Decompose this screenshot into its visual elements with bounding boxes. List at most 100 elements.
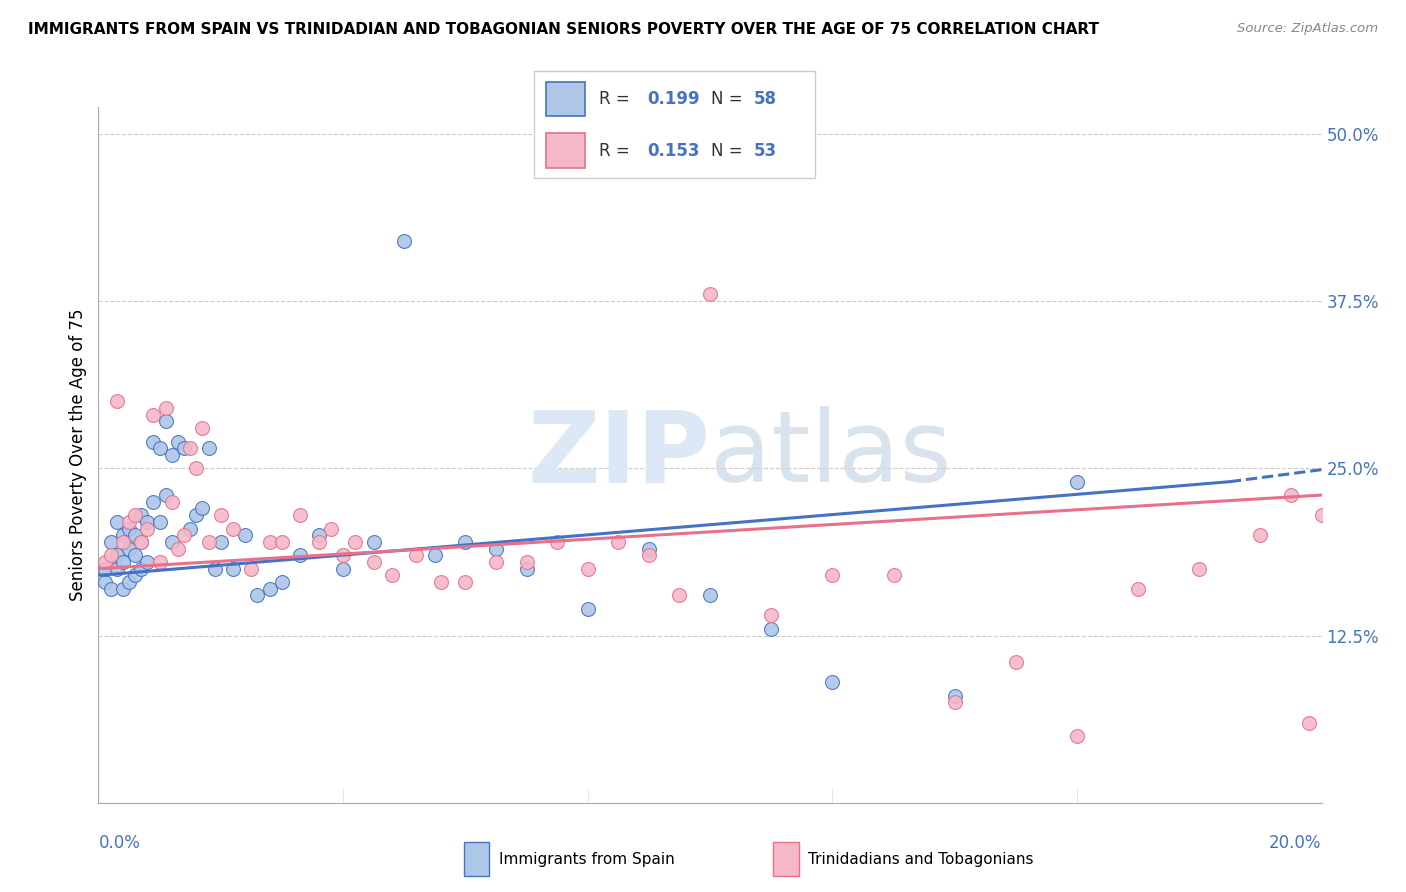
Point: [209, 508, 232, 523]
Point: [332, 548, 354, 563]
Point: [167, 541, 190, 556]
Point: [186, 508, 208, 523]
Point: [270, 535, 292, 549]
Point: [191, 501, 214, 516]
Text: Trinidadians and Tobagonians: Trinidadians and Tobagonians: [808, 853, 1033, 867]
Point: [699, 589, 721, 603]
Point: [118, 521, 141, 535]
Text: 0.153: 0.153: [647, 142, 699, 160]
Point: [155, 415, 177, 429]
Point: [1279, 488, 1302, 502]
Point: [124, 528, 146, 542]
Point: [759, 622, 782, 636]
Point: [160, 535, 183, 549]
Point: [209, 535, 232, 549]
Point: [546, 535, 568, 549]
Point: [179, 521, 201, 535]
Point: [1004, 655, 1026, 669]
Point: [142, 408, 165, 422]
Text: N =: N =: [711, 90, 748, 108]
Point: [233, 528, 256, 542]
Point: [149, 515, 172, 529]
Point: [454, 535, 477, 549]
Point: [1128, 582, 1150, 596]
Point: [332, 562, 354, 576]
Point: [637, 541, 661, 556]
Text: 20.0%: 20.0%: [1270, 834, 1322, 852]
Point: [1066, 475, 1088, 489]
Point: [118, 575, 141, 590]
Point: [136, 521, 159, 535]
Point: [93, 575, 115, 590]
Point: [136, 555, 159, 569]
Y-axis label: Seniors Poverty Over the Age of 75: Seniors Poverty Over the Age of 75: [69, 309, 87, 601]
Point: [485, 555, 508, 569]
Point: [392, 234, 416, 248]
Point: [308, 528, 330, 542]
Point: [1188, 562, 1211, 576]
Point: [204, 562, 226, 576]
Point: [160, 494, 183, 508]
Point: [186, 461, 208, 475]
Point: [111, 555, 134, 569]
Point: [405, 548, 427, 563]
Point: [105, 548, 128, 563]
Point: [363, 535, 385, 549]
Point: [943, 696, 966, 710]
Point: [124, 568, 146, 582]
Point: [259, 582, 281, 596]
Point: [100, 535, 122, 549]
FancyBboxPatch shape: [534, 71, 815, 178]
Point: [93, 555, 115, 569]
Text: atlas: atlas: [710, 407, 952, 503]
Point: [155, 488, 177, 502]
Point: [105, 562, 128, 576]
Text: R =: R =: [599, 142, 636, 160]
Point: [240, 562, 263, 576]
Point: [111, 528, 134, 542]
Text: ZIP: ZIP: [527, 407, 710, 503]
Text: 58: 58: [754, 90, 776, 108]
Point: [222, 562, 245, 576]
Point: [111, 582, 134, 596]
Point: [485, 541, 508, 556]
Point: [1249, 528, 1271, 542]
Point: [576, 602, 599, 616]
Point: [93, 562, 115, 576]
Point: [381, 568, 404, 582]
Point: [319, 521, 342, 535]
Point: [516, 555, 538, 569]
Point: [576, 562, 599, 576]
Point: [363, 555, 385, 569]
Point: [124, 508, 146, 523]
Point: [290, 548, 312, 563]
Point: [111, 535, 134, 549]
Point: [129, 535, 152, 549]
Point: [124, 548, 146, 563]
Point: [290, 508, 312, 523]
Point: [142, 494, 165, 508]
Text: N =: N =: [711, 142, 748, 160]
Text: 53: 53: [754, 142, 776, 160]
Point: [430, 575, 453, 590]
Point: [821, 568, 844, 582]
Point: [516, 562, 538, 576]
Point: [270, 575, 292, 590]
Text: 0.0%: 0.0%: [98, 834, 141, 852]
Point: [155, 401, 177, 416]
Text: Immigrants from Spain: Immigrants from Spain: [499, 853, 675, 867]
Point: [222, 521, 245, 535]
Point: [197, 442, 219, 456]
Text: 0.199: 0.199: [647, 90, 699, 108]
Point: [308, 535, 330, 549]
Text: IMMIGRANTS FROM SPAIN VS TRINIDADIAN AND TOBAGONIAN SENIORS POVERTY OVER THE AGE: IMMIGRANTS FROM SPAIN VS TRINIDADIAN AND…: [28, 22, 1099, 37]
Point: [118, 515, 141, 529]
Point: [883, 568, 905, 582]
Point: [637, 548, 661, 563]
Point: [1066, 729, 1088, 743]
Point: [259, 535, 281, 549]
Point: [129, 535, 152, 549]
Point: [943, 689, 966, 703]
Point: [344, 535, 367, 549]
Point: [423, 548, 446, 563]
